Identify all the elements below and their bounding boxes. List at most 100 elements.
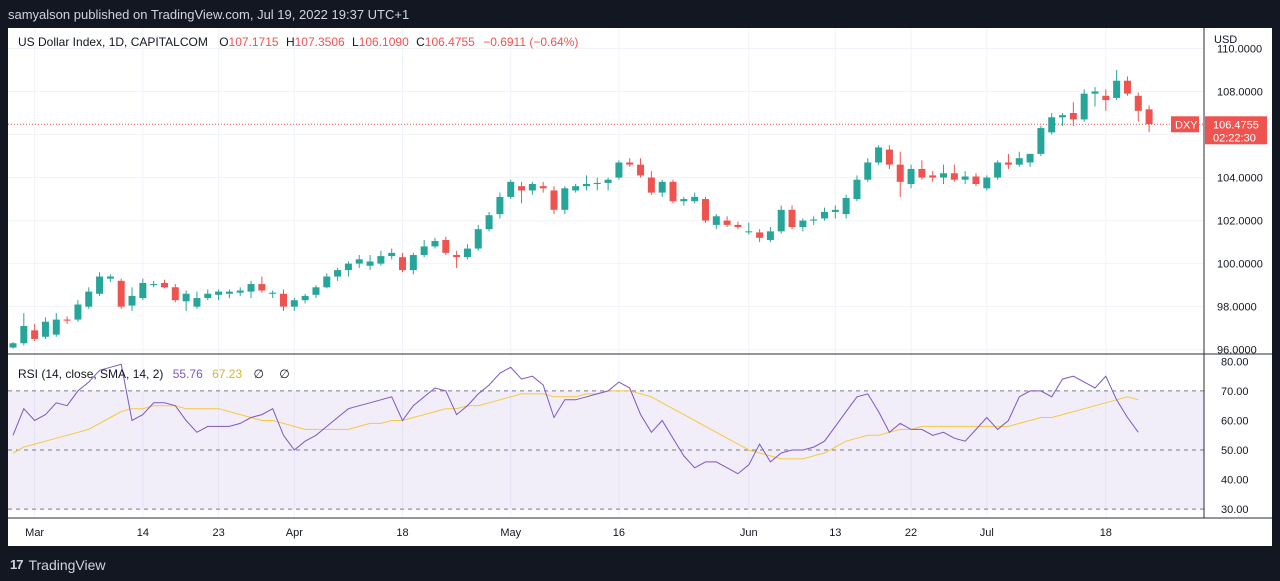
candle-body <box>377 256 385 264</box>
candle-body <box>204 293 212 299</box>
candle-body <box>431 241 439 247</box>
candle <box>442 236 450 256</box>
candle <box>734 221 742 230</box>
candle <box>334 267 342 281</box>
candle-body <box>160 282 168 288</box>
time-tick-label: 18 <box>396 527 408 539</box>
candle <box>128 287 136 311</box>
candle-body <box>290 300 298 307</box>
candle <box>582 175 590 191</box>
close-label: C <box>416 35 425 49</box>
candle <box>474 224 482 251</box>
candle-body <box>442 239 450 253</box>
candle-body <box>572 186 580 191</box>
candle-body <box>507 181 515 197</box>
close-value: 106.4755 <box>425 35 475 49</box>
candle <box>885 145 893 169</box>
candle <box>399 252 407 273</box>
svg-text:US Dollar Index, 1D, CAPITALCO: US Dollar Index, 1D, CAPITALCOM O107.171… <box>18 35 578 49</box>
time-tick-label: 18 <box>1100 527 1112 539</box>
candle-body <box>582 184 590 187</box>
candle-body <box>669 181 677 202</box>
candle <box>344 261 352 277</box>
candle <box>312 285 320 299</box>
candle <box>604 177 612 191</box>
candle-body <box>518 186 526 191</box>
candle <box>983 175 991 191</box>
time-tick-label: Apr <box>286 527 303 539</box>
candle <box>96 272 104 296</box>
time-tick-label: Jun <box>740 527 758 539</box>
price-tick-label: 108.0000 <box>1217 86 1263 98</box>
candle <box>41 317 49 339</box>
candle-body <box>334 270 342 277</box>
candle-body <box>31 330 39 339</box>
candle <box>950 164 958 182</box>
candle-body <box>875 147 883 163</box>
candle <box>961 171 969 185</box>
candle <box>1145 105 1153 133</box>
price-tick-label: 104.0000 <box>1217 173 1263 185</box>
time-tick-label: 22 <box>905 527 917 539</box>
candle-body <box>258 284 266 291</box>
candle-body <box>453 255 461 258</box>
candle <box>593 177 601 191</box>
candle <box>63 316 71 324</box>
candle-body <box>1004 162 1012 165</box>
candle <box>1091 87 1099 107</box>
candle-body <box>961 176 969 180</box>
rsi-ma-line <box>12 390 1139 460</box>
candle <box>225 289 233 299</box>
candle-body <box>680 199 688 202</box>
candle-body <box>972 176 980 185</box>
candle-body <box>247 284 255 292</box>
candle-body <box>20 326 28 344</box>
candle-body <box>950 173 958 180</box>
candles <box>9 69 1153 349</box>
price-tick-label: 96.0000 <box>1217 345 1257 357</box>
price-legend[interactable]: US Dollar Index, 1D, CAPITALCOM O107.171… <box>18 35 578 49</box>
rsi-axis[interactable]: 80.00 70.00 60.00 50.00 40.00 30.00 <box>1221 356 1249 516</box>
candle-body <box>593 182 601 185</box>
candle-body <box>463 248 471 258</box>
rsi-tick-label: 70.00 <box>1221 386 1249 398</box>
candle-body <box>366 261 374 266</box>
candle <box>9 342 17 349</box>
candle-body <box>864 162 872 180</box>
rsi-legend[interactable]: RSI (14, close, SMA, 14, 2) 55.76 67.23 … <box>18 367 290 381</box>
footer-brand[interactable]: 17 TradingView <box>0 548 1280 581</box>
candle <box>496 192 504 219</box>
candle <box>1134 92 1142 122</box>
candle <box>355 255 363 268</box>
chart-canvas[interactable]: USD 110.0000108.0000106.0000104.0000102.… <box>8 28 1272 546</box>
candle-body <box>831 209 839 212</box>
candle <box>463 244 471 260</box>
candle-body <box>853 179 861 200</box>
candle <box>269 290 277 299</box>
candle <box>1037 125 1045 157</box>
rsi-ma-value: 67.23 <box>212 367 242 381</box>
candle <box>821 207 828 221</box>
candle <box>518 181 526 204</box>
candle <box>745 222 753 235</box>
candle-body <box>528 184 536 191</box>
time-tick-label: 23 <box>212 527 224 539</box>
candle <box>377 250 385 266</box>
candle <box>1080 89 1088 122</box>
candle <box>831 205 839 219</box>
candle <box>106 274 114 282</box>
time-axis[interactable]: Mar 14 23 Apr 18 May 16 Jun 13 22 Jul 18 <box>25 527 1112 539</box>
candle-body <box>1102 95 1110 101</box>
price-axis[interactable]: 110.0000108.0000106.0000104.0000102.0000… <box>1217 43 1263 356</box>
rsi-na-2: ∅ <box>279 367 289 381</box>
rsi-band-fill <box>8 390 1204 510</box>
candle <box>561 186 569 215</box>
open-value: 107.1715 <box>229 35 279 49</box>
candle-body <box>1080 93 1088 120</box>
candle <box>431 237 439 249</box>
candle <box>160 279 168 289</box>
time-tick-label: 14 <box>137 527 149 539</box>
last-price-value: 106.4755 <box>1213 119 1259 131</box>
candle <box>637 158 645 178</box>
candle-body <box>885 149 893 165</box>
